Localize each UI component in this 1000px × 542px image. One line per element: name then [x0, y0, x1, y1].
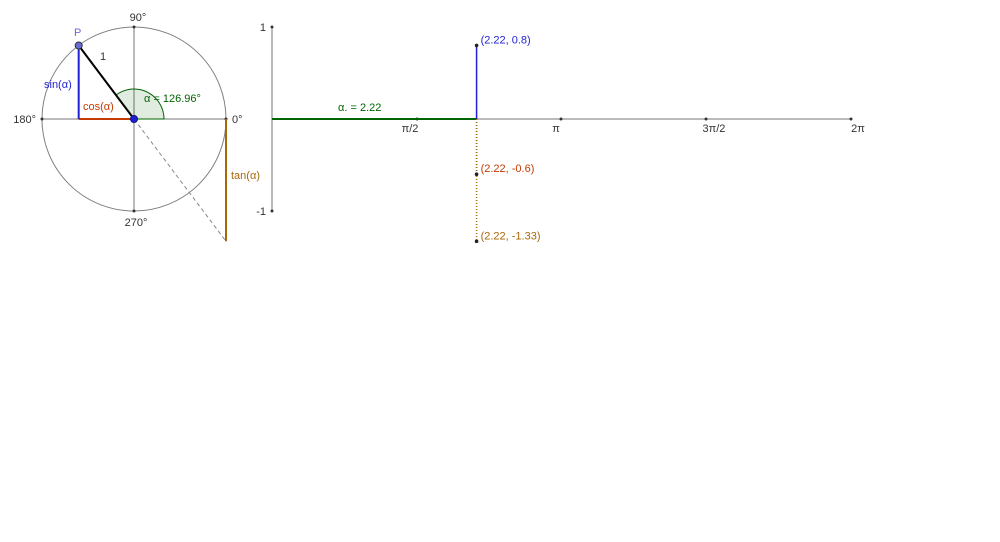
unit-circle-panel: 90° 180° 0° 270° α = 126.96° cos(α) sin(…: [13, 12, 260, 242]
point-p-label: P: [74, 27, 81, 39]
x-tick-pi: [559, 117, 563, 121]
degree-label-180: 180°: [13, 114, 36, 126]
graph-point-label-tan: (2.22, -1.33): [481, 230, 541, 242]
y-tick-1: [270, 25, 274, 29]
y-tick-label-minus-1: -1: [256, 206, 266, 218]
point-p-handle[interactable]: [74, 41, 83, 50]
tangent-extension-line: [133, 118, 227, 242]
graph-point-tan[interactable]: [474, 239, 479, 244]
cos-label: cos(α): [83, 101, 114, 113]
graph-point-sin[interactable]: [474, 43, 479, 48]
x-tick-label-pi-half: π/2: [402, 123, 419, 135]
radius-segment: [77, 44, 135, 120]
degree-label-270: 270°: [125, 217, 148, 229]
axis-tick-left: [40, 117, 44, 121]
center-point: [130, 115, 138, 123]
radius-label: 1: [100, 51, 106, 63]
graph-point-cos[interactable]: [474, 172, 479, 176]
tan-label: tan(α): [231, 170, 260, 182]
y-tick-minus-1: [270, 209, 274, 213]
y-tick-label-1: 1: [260, 22, 266, 34]
angle-sector: [115, 88, 165, 120]
x-tick-3pi-half: [704, 117, 708, 121]
angle-label: α = 126.96°: [144, 93, 201, 105]
alpha-value-label: α. = 2.22: [338, 102, 381, 114]
graph-point-label-cos: (2.22, -0.6): [481, 163, 535, 175]
degree-label-90: 90°: [130, 12, 147, 24]
x-tick-label-pi: π: [552, 123, 560, 135]
degree-label-0: 0°: [232, 114, 243, 126]
x-tick-label-3pi-half: 3π/2: [703, 123, 726, 135]
x-tick-2pi: [849, 117, 853, 121]
axis-tick-bottom: [132, 209, 136, 213]
graph-panel: 1 -1 π/2 π 3π/2 2π α. = 2.22 (2.22, 0.8)…: [256, 22, 865, 244]
graph-point-label-sin: (2.22, 0.8): [481, 34, 531, 46]
x-tick-label-2pi: 2π: [851, 123, 865, 135]
sin-label: sin(α): [44, 79, 72, 91]
axis-tick-top: [132, 25, 136, 29]
